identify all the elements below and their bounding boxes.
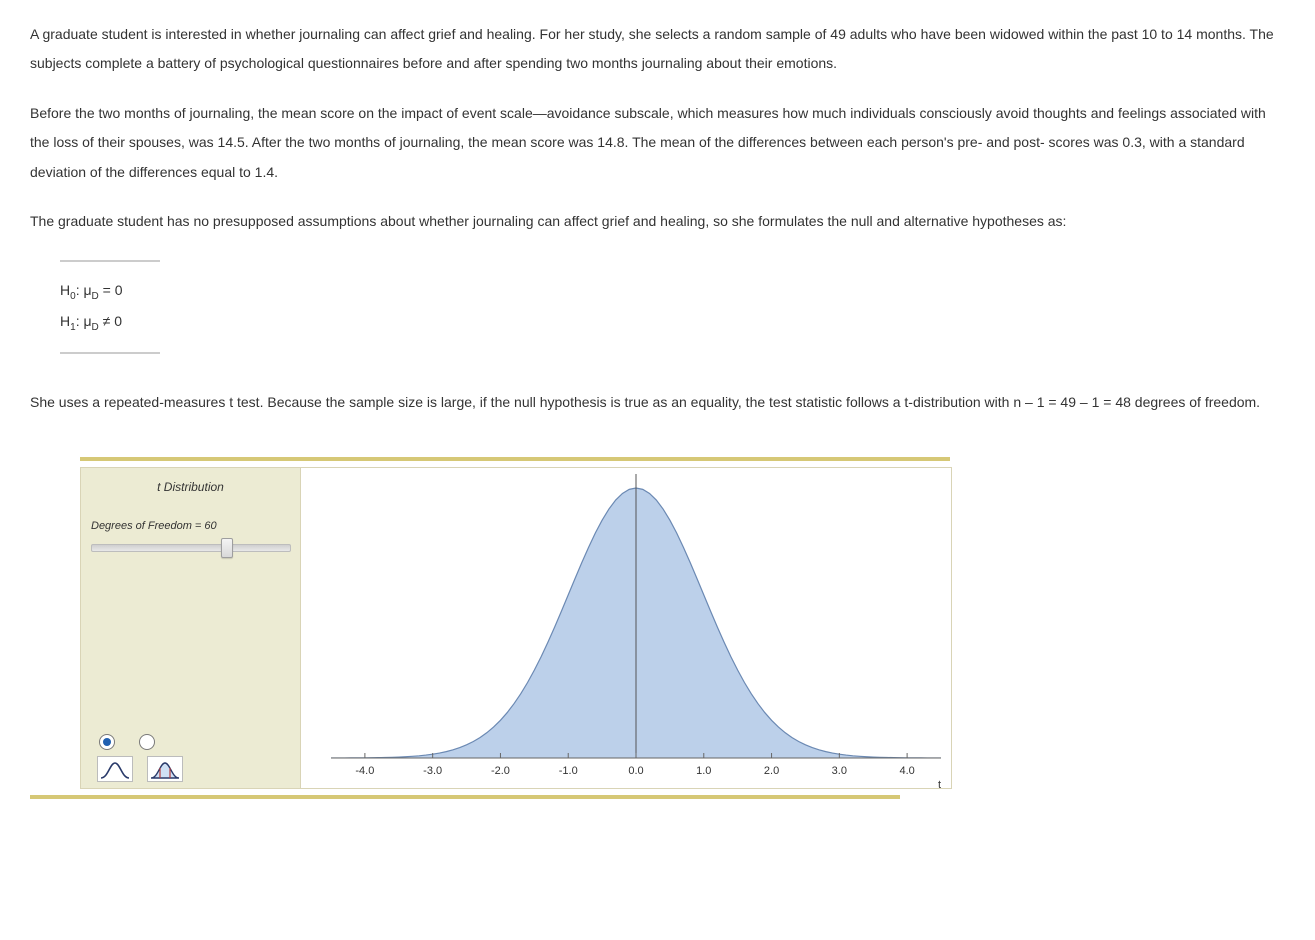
paragraph-3: The graduate student has no presupposed …	[30, 207, 1285, 236]
svg-text:1.0: 1.0	[696, 765, 711, 777]
shaded-curve-icon[interactable]	[147, 756, 183, 782]
svg-text:-4.0: -4.0	[355, 765, 374, 777]
widget-title: t Distribution	[91, 480, 290, 494]
slider-thumb[interactable]	[221, 538, 233, 558]
radio-shaded-curve[interactable]	[139, 734, 155, 750]
svg-text:-1.0: -1.0	[559, 765, 578, 777]
paragraph-2: Before the two months of journaling, the…	[30, 99, 1285, 187]
view-mode-icons	[97, 756, 290, 782]
null-hypothesis: H0: μD = 0	[60, 276, 1285, 307]
slider-track	[91, 544, 291, 552]
rule-top	[60, 260, 160, 262]
dof-slider[interactable]	[91, 538, 291, 556]
svg-text:4.0: 4.0	[899, 765, 914, 777]
h1-tail: ≠ 0	[99, 313, 122, 329]
paragraph-1: A graduate student is interested in whet…	[30, 20, 1285, 79]
h0-tail: = 0	[99, 282, 123, 298]
widget-top-rule	[80, 457, 950, 461]
svg-text:-3.0: -3.0	[423, 765, 442, 777]
widget-bottom-rule	[30, 795, 900, 799]
rule-bottom	[60, 352, 160, 354]
svg-text:-2.0: -2.0	[491, 765, 510, 777]
paragraph-4: She uses a repeated-measures t test. Bec…	[30, 388, 1285, 417]
plain-curve-icon[interactable]	[97, 756, 133, 782]
view-mode-radios	[99, 734, 290, 750]
svg-text:0.0: 0.0	[628, 765, 643, 777]
svg-text:2.0: 2.0	[764, 765, 779, 777]
h0-D: D	[92, 291, 99, 302]
h1-H: H	[60, 313, 70, 329]
h0-H: H	[60, 282, 70, 298]
svg-text:t: t	[938, 779, 941, 788]
hypotheses-block: H0: μD = 0 H1: μD ≠ 0	[60, 260, 1285, 354]
radio-plain-curve[interactable]	[99, 734, 115, 750]
dof-label: Degrees of Freedom = 60	[91, 520, 290, 532]
alt-hypothesis: H1: μD ≠ 0	[60, 307, 1285, 338]
distribution-widget: t Distribution Degrees of Freedom = 60	[30, 457, 1285, 799]
t-distribution-chart: -4.0 -3.0 -2.0 -1.0 0.0 1.0 2.0 3.0 4.0 t	[301, 468, 949, 788]
h1-D: D	[92, 322, 99, 333]
h0-mu: : μ	[76, 282, 92, 298]
chart-panel: -4.0 -3.0 -2.0 -1.0 0.0 1.0 2.0 3.0 4.0 t	[301, 468, 951, 788]
svg-text:3.0: 3.0	[832, 765, 847, 777]
h1-mu: : μ	[76, 313, 92, 329]
widget-controls-panel: t Distribution Degrees of Freedom = 60	[81, 468, 301, 788]
